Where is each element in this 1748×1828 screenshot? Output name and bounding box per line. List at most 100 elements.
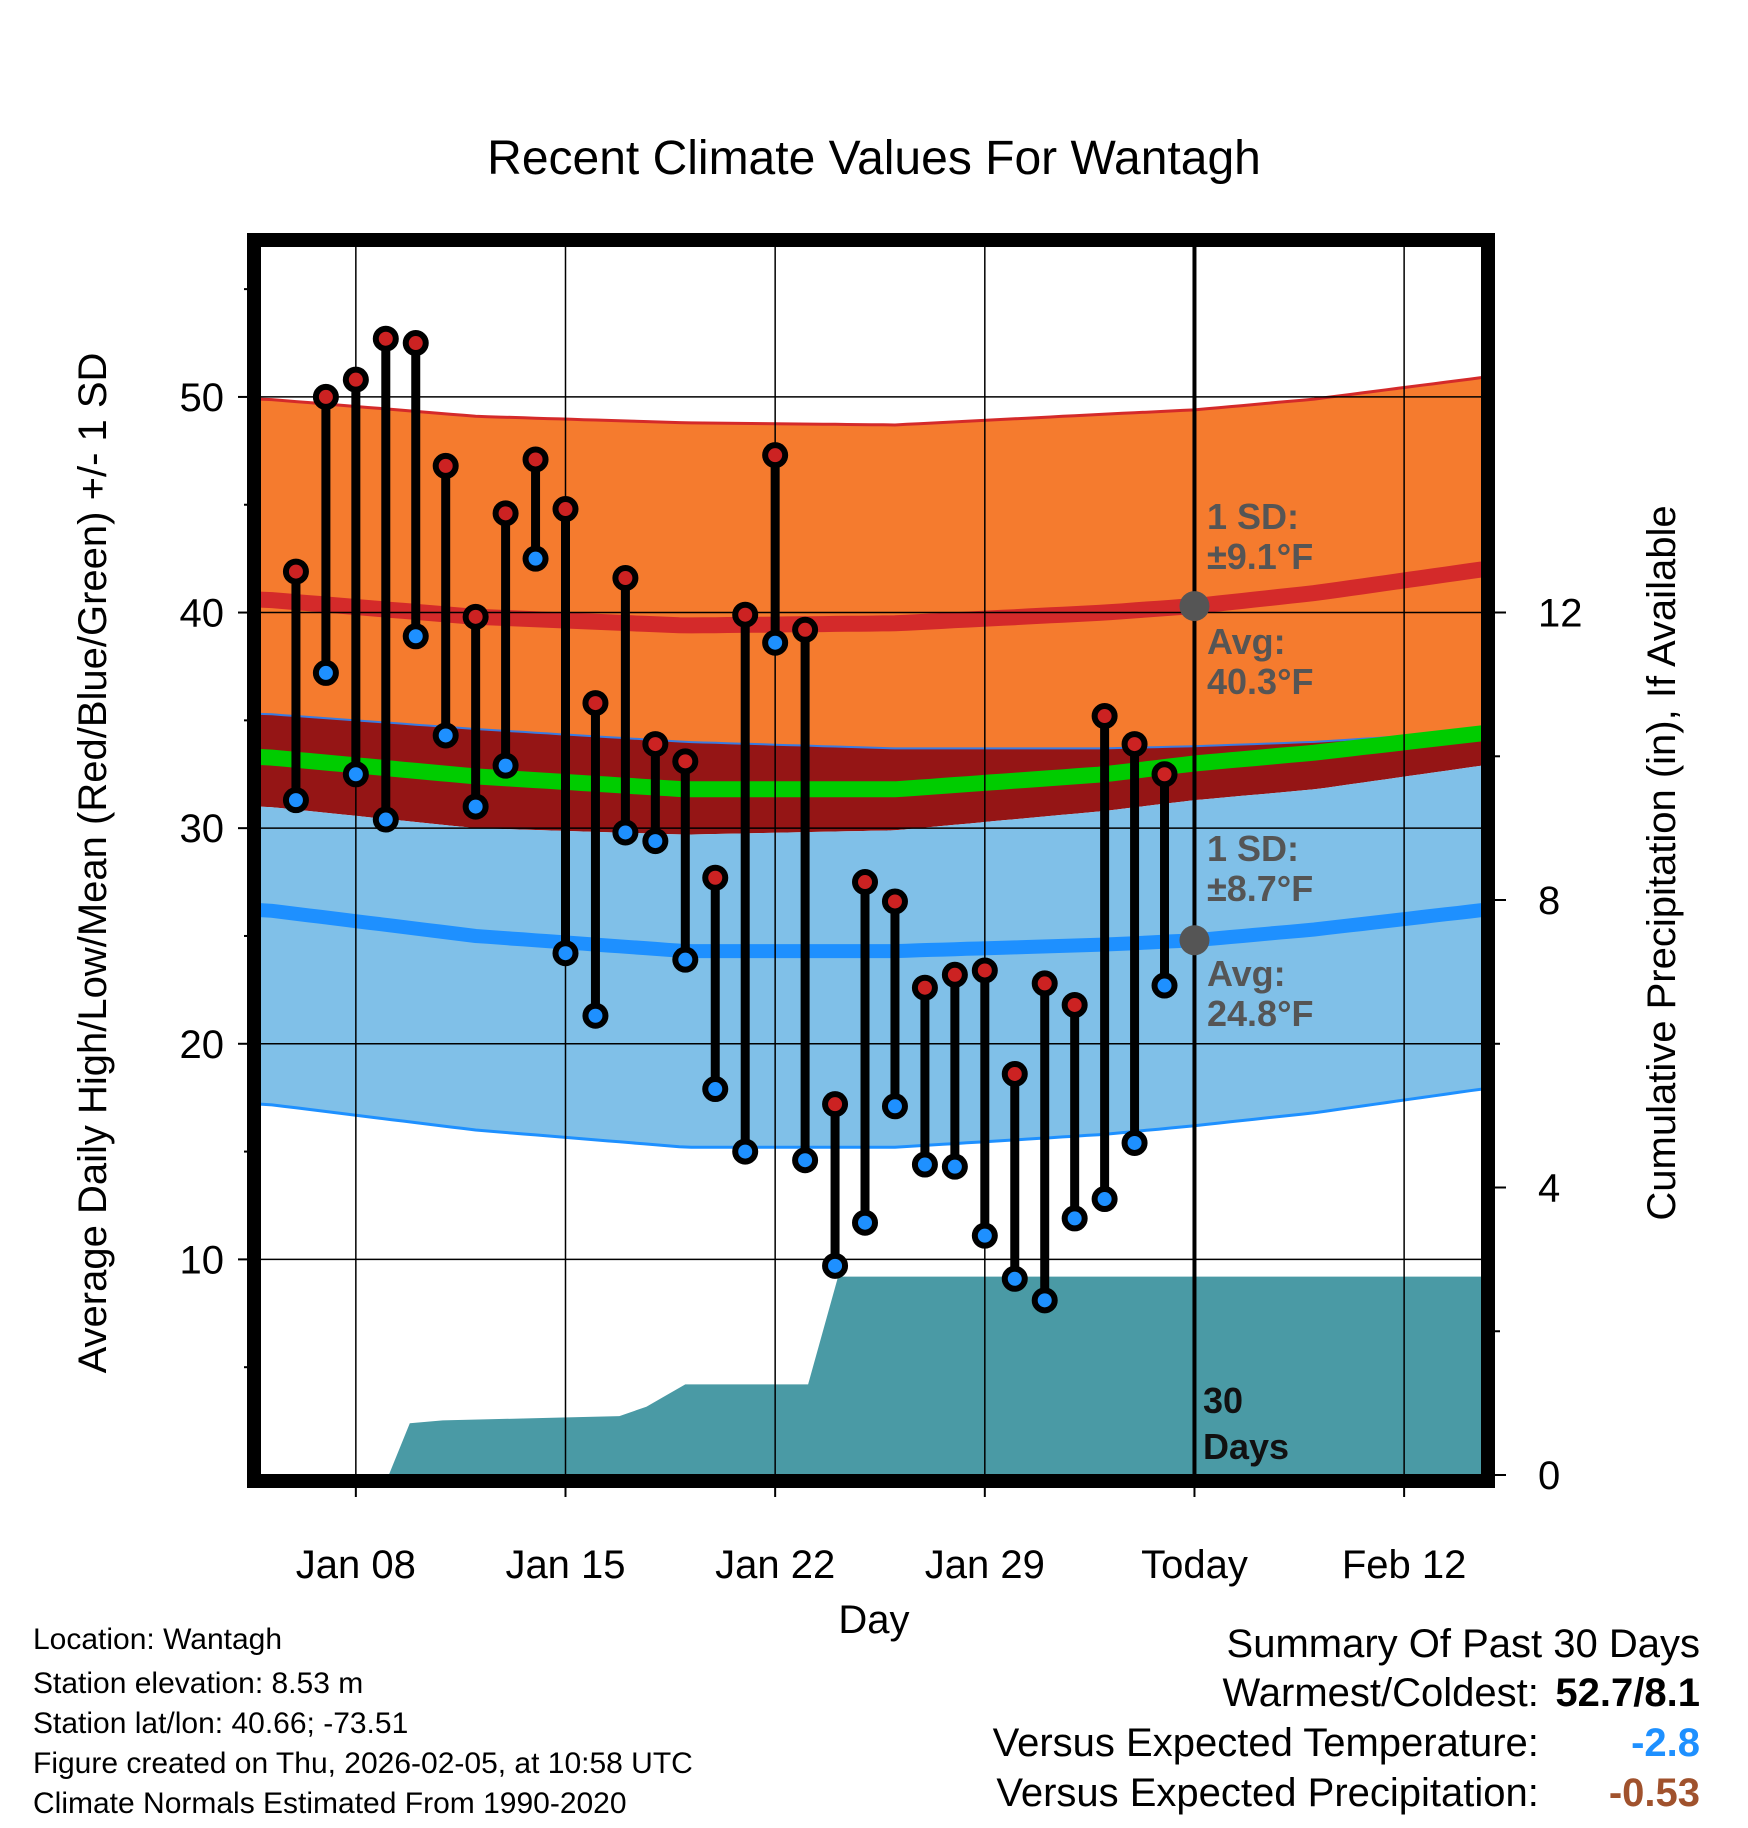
high-point-9 [552, 496, 579, 523]
high-point-13 [672, 748, 699, 775]
low-point-0 [282, 787, 309, 814]
mean-avg-line [260, 725, 1482, 798]
precip-area-layer [260, 1276, 1482, 1475]
low-avg-marker [1179, 925, 1210, 956]
high-point-26 [1061, 991, 1088, 1018]
low-point-27 [1091, 1186, 1118, 1213]
high-point-27 [1091, 703, 1118, 730]
high-point-1 [312, 383, 339, 410]
high-point-10 [582, 690, 609, 717]
y-right-tick-label-2: 8 [1538, 879, 1560, 923]
low-point-3 [372, 806, 399, 833]
high-point-12 [642, 731, 669, 758]
high-point-3 [372, 325, 399, 352]
low-point-16 [762, 629, 789, 656]
high-point-2 [342, 366, 369, 393]
summary-warmest-label: Warmest/Coldest: [1222, 1671, 1539, 1715]
x-tick-label-2: Jan 22 [715, 1543, 835, 1587]
low-avg-line [260, 903, 1482, 959]
low-point-4 [402, 623, 429, 650]
low-point-10 [582, 1002, 609, 1029]
days-label-count: 30 [1203, 1380, 1243, 1421]
high-point-17 [792, 616, 819, 643]
summary-temp-row: Versus Expected Temperature: -2.8 [993, 1721, 1700, 1766]
low-point-13 [672, 946, 699, 973]
high-point-29 [1151, 761, 1178, 788]
high-point-4 [402, 330, 429, 357]
x-tick-label-3: Jan 29 [925, 1543, 1045, 1587]
info-normals: Climate Normals Estimated From 1990-2020 [33, 1787, 627, 1820]
plot-frame-layer [247, 233, 1495, 1488]
info-elevation: Station elevation: 8.53 m [33, 1667, 364, 1700]
high-point-21 [911, 974, 938, 1001]
precip-area [260, 1276, 1482, 1475]
info-location: Location: Wantagh [33, 1623, 283, 1656]
x-axis-label: Day [838, 1598, 909, 1642]
low-point-5 [432, 722, 459, 749]
summary-precip-row: Versus Expected Precipitation: -0.53 [996, 1771, 1700, 1816]
high-point-6 [462, 603, 489, 630]
high-sd-lower-edge [260, 712, 1482, 750]
high-sd-value: ±9.1°F [1207, 536, 1313, 577]
summary-title: Summary Of Past 30 Days [1226, 1622, 1700, 1666]
low-point-23 [971, 1222, 998, 1249]
high-point-22 [941, 961, 968, 988]
low-point-26 [1061, 1205, 1088, 1232]
low-point-11 [612, 819, 639, 846]
axes: 10 20 30 40 50 0 4 8 12 Jan 08 Jan 15 Jan 22 Jan 29 T… [180, 288, 1583, 1587]
low-point-1 [312, 659, 339, 686]
high-point-8 [522, 446, 549, 473]
low-point-19 [852, 1209, 879, 1236]
high-point-0 [282, 558, 309, 585]
low-point-17 [792, 1147, 819, 1174]
high-point-28 [1121, 731, 1148, 758]
y-right-tick-label-1: 4 [1538, 1167, 1560, 1211]
high-avg-value: 40.3°F [1207, 661, 1313, 702]
plot-frame [247, 233, 1495, 1488]
high-point-18 [822, 1091, 849, 1118]
low-point-12 [642, 828, 669, 855]
summary-warmest-row: Warmest/Coldest: 52.7/8.1 [1223, 1671, 1701, 1716]
high-point-11 [612, 565, 639, 592]
y-left-tick-label-0: 10 [180, 1238, 225, 1282]
low-avg-label: Avg: [1207, 953, 1286, 994]
low-avg-value: 24.8°F [1207, 993, 1313, 1034]
y-left-tick-label-1: 20 [180, 1023, 225, 1067]
low-point-29 [1151, 972, 1178, 999]
high-point-16 [762, 442, 789, 469]
high-point-15 [732, 601, 759, 628]
low-point-22 [941, 1153, 968, 1180]
low-point-9 [552, 940, 579, 967]
low-point-21 [911, 1151, 938, 1178]
x-tick-label-4: Today [1141, 1543, 1248, 1587]
low-sd-lower-edge [260, 1087, 1482, 1149]
high-point-19 [852, 869, 879, 896]
low-point-28 [1121, 1129, 1148, 1156]
high-low-bars [291, 334, 1170, 1305]
low-point-15 [732, 1138, 759, 1165]
high-point-23 [971, 957, 998, 984]
high-sd-label: 1 SD: [1207, 496, 1299, 537]
low-point-18 [822, 1252, 849, 1279]
low-point-20 [881, 1093, 908, 1120]
x-tick-label-1: Jan 15 [505, 1543, 625, 1587]
summary-precip-value: -0.53 [1608, 1771, 1700, 1815]
low-point-14 [702, 1076, 729, 1103]
high-avg-label: Avg: [1207, 621, 1286, 662]
info-latlon: Station lat/lon: 40.66; -73.51 [33, 1707, 409, 1740]
low-point-2 [342, 761, 369, 788]
high-point-24 [1001, 1060, 1028, 1087]
low-sd-value: ±8.7°F [1207, 868, 1313, 909]
high-point-5 [432, 452, 459, 479]
summary-warmest-value: 52.7/8.1 [1555, 1671, 1700, 1715]
low-point-24 [1001, 1265, 1028, 1292]
high-sd-upper-edge [260, 376, 1482, 427]
summary-temp-value: -2.8 [1631, 1721, 1700, 1765]
data-points [282, 325, 1178, 1314]
high-point-25 [1031, 970, 1058, 997]
low-point-7 [492, 752, 519, 779]
y-axis-label-left: Average Daily High/Low/Mean (Red/Blue/Gr… [71, 353, 115, 1374]
y-right-tick-label-0: 0 [1538, 1454, 1560, 1498]
high-avg-marker [1179, 591, 1210, 622]
